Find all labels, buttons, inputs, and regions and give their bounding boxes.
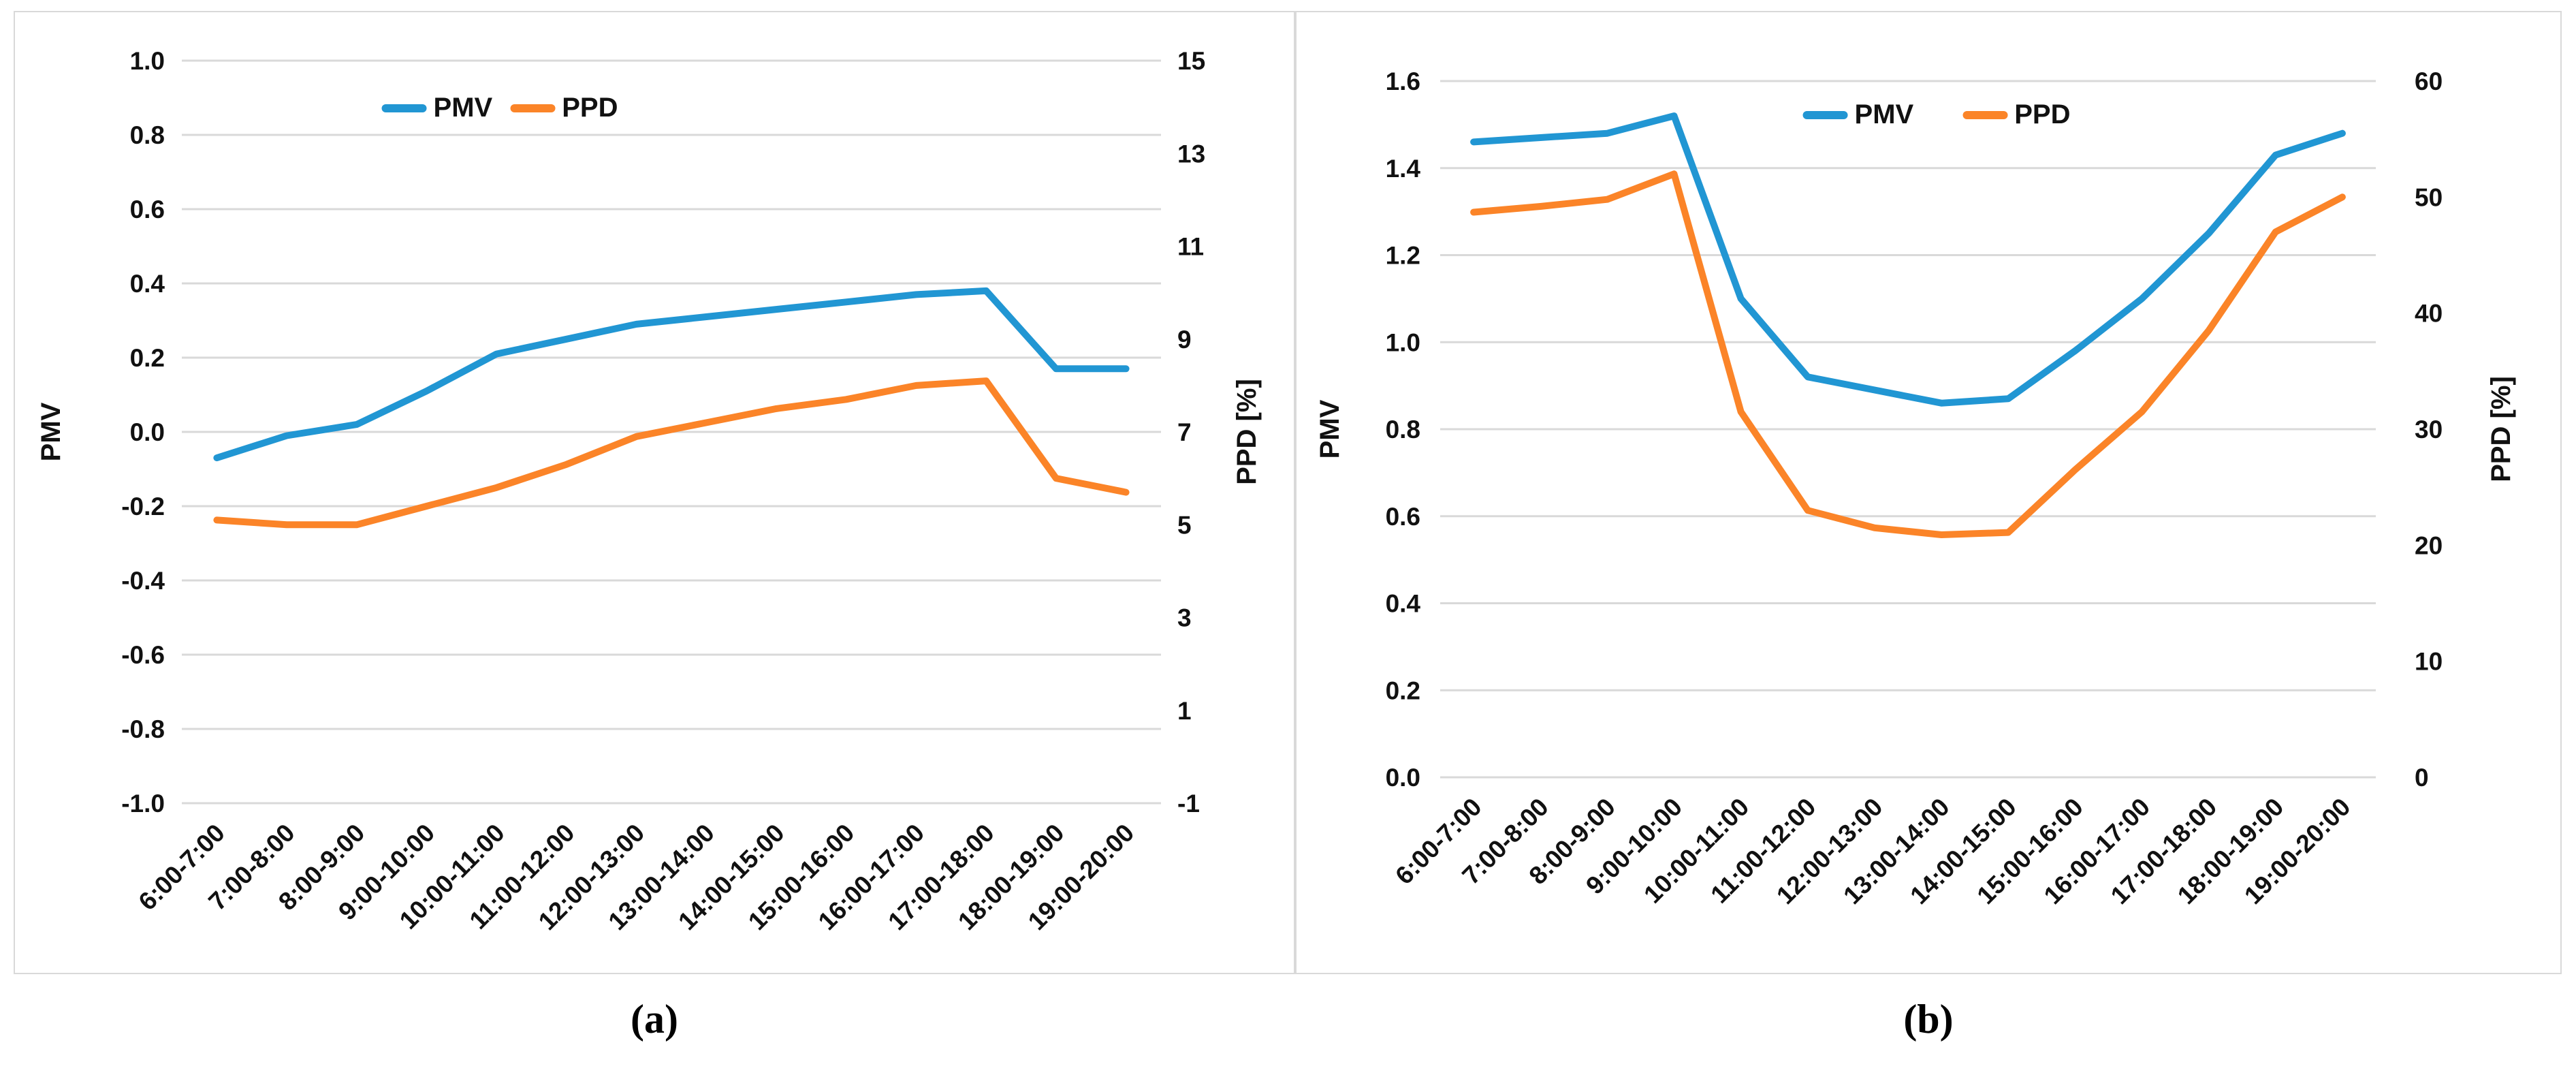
left-axis-tick-label: -0.6	[121, 641, 165, 669]
caption-a: (a)	[631, 997, 678, 1042]
right-axis-tick-label: 9	[1177, 326, 1192, 354]
legend-label: PMV	[433, 93, 493, 123]
left-axis-tick-label: 0.0	[130, 418, 165, 446]
legend-item-pmv: PMV	[381, 93, 493, 123]
left-axis-tick-label: 0.2	[1386, 676, 1420, 704]
right-axis-tick-label: 13	[1177, 140, 1205, 168]
right-axis-tick-label: -1	[1177, 790, 1200, 817]
right-axis-tick-label: 20	[2415, 531, 2443, 559]
legend-item-pmv: PMV	[1802, 99, 1914, 130]
right-axis-tick-label: 5	[1177, 511, 1192, 539]
left-axis-tick-label: 0.4	[130, 270, 165, 298]
right-axis-tick-label: 0	[2415, 764, 2429, 792]
pmv-series-line	[1470, 112, 2346, 407]
legend-item-ppd: PPD	[510, 93, 618, 123]
right-axis-tick-label: 11	[1177, 233, 1204, 261]
right-axis-tick-label: 1	[1177, 697, 1192, 725]
left-axis-tick-label: 0.6	[130, 196, 165, 223]
left-axis-tick-label: -0.2	[121, 493, 165, 520]
ppd-legend-marker	[510, 104, 556, 112]
left-axis-tick-label: 0.0	[1386, 764, 1420, 792]
chart-a-plot: 1.00.80.60.40.20.0-0.2-0.4-0.6-0.8-1.015…	[36, 47, 1262, 935]
pmv-legend-marker	[381, 104, 427, 112]
left-axis-tick-label: 1.0	[1386, 328, 1420, 356]
ppd-legend-marker	[1962, 110, 2008, 119]
left-axis-tick-label: 1.6	[1386, 67, 1420, 95]
left-axis-tick-label: -1.0	[121, 790, 165, 817]
left-axis-tick-label: 1.4	[1386, 155, 1421, 183]
left-axis-title: PMV	[36, 402, 66, 461]
chart-a-legend: PMV PPD	[381, 93, 618, 123]
ppd-series-line	[213, 377, 1130, 529]
right-axis-tick-label: 10	[2415, 648, 2443, 676]
chart-b-plot: 1.6 1.4 1.2 1.0 0.8 0.6 0.4 0.2 0.0 60 50 40 30 20 10 0…	[1315, 67, 2516, 909]
legend-label: PPD	[2014, 99, 2071, 129]
right-axis-tick-label: 60	[2415, 67, 2443, 95]
left-axis-tick-label: 1.2	[1386, 242, 1420, 270]
right-axis-tick-label: 15	[1177, 47, 1205, 75]
chart-panel-a: 1.0 0.8 0.6 0.4 0.2 0.0 -0.2 -0.4 -0.6 -0.8 -1.0 15…	[14, 11, 1295, 974]
legend-label: PMV	[1854, 99, 1914, 129]
left-axis-tick-label: -0.4	[121, 567, 165, 595]
left-axis-tick-label: 0.2	[130, 344, 165, 372]
left-axis-tick-label: 0.4	[1386, 590, 1421, 618]
left-axis-tick-label: 0.8	[1386, 416, 1420, 443]
ppd-series-line	[1470, 170, 2346, 538]
left-axis-tick-label: -0.8	[121, 715, 165, 743]
chart-b-legend: PMV PPD	[1802, 99, 2070, 130]
right-axis-tick-label: 30	[2415, 416, 2443, 443]
left-axis-tick-label: 0.6	[1386, 503, 1420, 531]
right-axis-title: PPD [%]	[2486, 376, 2516, 482]
legend-item-ppd: PPD	[1962, 99, 2070, 130]
right-axis-tick-label: 7	[1177, 418, 1192, 446]
right-axis-tick-label: 50	[2415, 183, 2443, 211]
right-axis-title: PPD [%]	[1232, 379, 1262, 485]
pmv-legend-marker	[1802, 110, 1848, 119]
right-axis-tick-label: 40	[2415, 300, 2443, 328]
chart-panel-b: 1.6 1.4 1.2 1.0 0.8 0.6 0.4 0.2 0.0 60 50 40 30 20 10 0…	[1295, 11, 2562, 974]
right-axis-tick-label: 3	[1177, 604, 1192, 632]
left-axis-tick-label: 0.8	[130, 121, 165, 149]
legend-label: PPD	[562, 93, 618, 123]
caption-b: (b)	[1903, 997, 1954, 1042]
left-axis-title: PMV	[1315, 399, 1345, 458]
pmv-series-line	[213, 287, 1130, 462]
left-axis-tick-label: 1.0	[130, 47, 165, 75]
